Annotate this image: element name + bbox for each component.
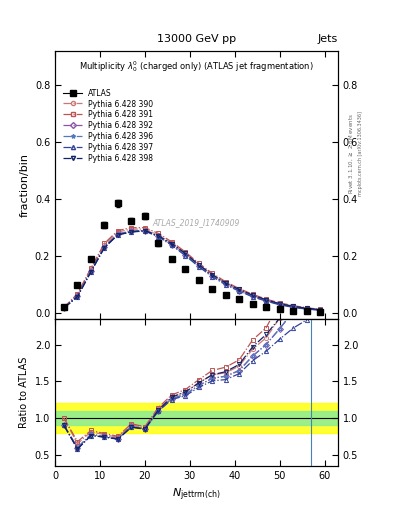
Legend: ATLAS, Pythia 6.428 390, Pythia 6.428 391, Pythia 6.428 392, Pythia 6.428 396, P: ATLAS, Pythia 6.428 390, Pythia 6.428 39… [62,87,155,165]
Bar [55,403,338,433]
Text: 13000 GeV pp: 13000 GeV pp [157,33,236,44]
Text: mcplots.cern.ch [arXiv:1306.3436]: mcplots.cern.ch [arXiv:1306.3436] [358,111,363,196]
Bar [55,411,338,425]
Y-axis label: Ratio to ATLAS: Ratio to ATLAS [19,357,29,428]
X-axis label: $N_{\mathrm{jettrm(ch)}}$: $N_{\mathrm{jettrm(ch)}}$ [172,486,221,503]
Text: Multiplicity $\lambda_0^0$ (charged only) (ATLAS jet fragmentation): Multiplicity $\lambda_0^0$ (charged only… [79,59,314,74]
Text: ATLAS_2019_I1740909: ATLAS_2019_I1740909 [153,218,240,227]
Text: Jets: Jets [318,33,338,44]
Y-axis label: fraction/bin: fraction/bin [19,153,29,217]
Text: Rivet 3.1.10, $\geq$ 2.8M events: Rivet 3.1.10, $\geq$ 2.8M events [348,113,355,194]
